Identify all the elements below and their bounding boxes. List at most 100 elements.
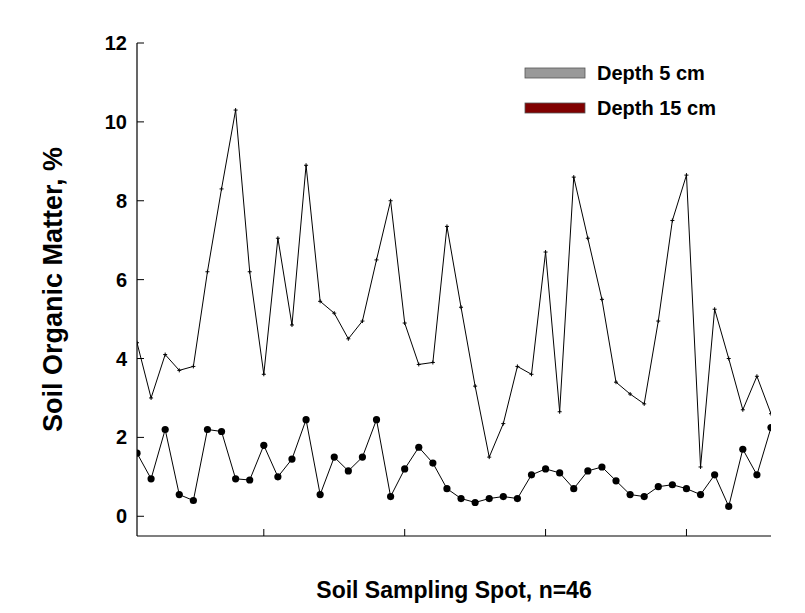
y-tick-label: 2	[116, 426, 127, 448]
series-line	[137, 110, 771, 467]
y-tick-label: 12	[105, 32, 127, 54]
point-circle	[542, 465, 549, 472]
point-circle	[147, 475, 154, 482]
point-circle	[739, 446, 746, 453]
point-circle	[514, 495, 521, 502]
point-circle	[359, 454, 366, 461]
point-circle	[528, 471, 535, 478]
y-tick	[137, 200, 144, 201]
point-circle	[260, 442, 267, 449]
legend-swatch	[525, 68, 585, 78]
point-plus	[501, 422, 505, 426]
point-plus	[572, 175, 576, 179]
point-plus	[163, 353, 167, 357]
point-plus	[149, 396, 153, 400]
y-tick	[137, 279, 144, 280]
point-plus	[741, 408, 745, 412]
y-tick	[137, 43, 144, 44]
point-circle	[137, 450, 141, 457]
point-circle	[190, 497, 197, 504]
point-plus	[220, 187, 224, 191]
point-circle	[331, 454, 338, 461]
point-plus	[699, 465, 703, 469]
point-plus	[403, 321, 407, 325]
point-circle	[274, 473, 281, 480]
chart-svg: 024681012Soil Sampling Spot, n=46Soil Or…	[0, 0, 805, 613]
point-plus	[191, 364, 195, 368]
y-axis-label: Soil Organic Matter, %	[38, 147, 68, 432]
point-circle	[345, 467, 352, 474]
x-tick	[686, 529, 687, 536]
point-plus	[234, 108, 238, 112]
point-plus	[558, 410, 562, 414]
point-plus	[137, 341, 139, 345]
point-plus	[304, 163, 308, 167]
point-plus	[684, 173, 688, 177]
plot-area	[137, 108, 771, 510]
x-axis-label: Soil Sampling Spot, n=46	[316, 577, 591, 603]
chart-container: 024681012Soil Sampling Spot, n=46Soil Or…	[0, 0, 805, 613]
point-circle	[584, 467, 591, 474]
point-plus	[360, 319, 364, 323]
point-circle	[317, 491, 324, 498]
y-tick-label: 6	[116, 269, 127, 291]
point-plus	[713, 307, 717, 311]
point-circle	[387, 493, 394, 500]
point-circle	[725, 503, 732, 510]
point-plus	[276, 236, 280, 240]
y-tick	[137, 437, 144, 438]
point-circle	[457, 495, 464, 502]
point-plus	[445, 224, 449, 228]
point-plus	[628, 392, 632, 396]
point-circle	[711, 471, 718, 478]
point-plus	[529, 372, 533, 376]
point-circle	[655, 483, 662, 490]
point-plus	[332, 311, 336, 315]
point-circle	[302, 416, 309, 423]
point-circle	[162, 426, 169, 433]
point-plus	[318, 299, 322, 303]
point-plus	[614, 380, 618, 384]
point-plus	[346, 337, 350, 341]
y-axis-line	[136, 43, 137, 536]
series-line	[137, 420, 771, 507]
point-circle	[429, 459, 436, 466]
y-tick-label: 10	[105, 111, 127, 133]
point-plus	[417, 362, 421, 366]
point-plus	[177, 368, 181, 372]
point-circle	[570, 485, 577, 492]
point-plus	[727, 357, 731, 361]
y-tick-label: 4	[116, 348, 128, 370]
x-tick	[263, 529, 264, 536]
point-circle	[232, 475, 239, 482]
x-axis-line	[137, 535, 771, 536]
point-circle	[176, 491, 183, 498]
point-plus	[459, 305, 463, 309]
point-circle	[598, 463, 605, 470]
point-circle	[443, 485, 450, 492]
point-plus	[642, 402, 646, 406]
point-circle	[641, 493, 648, 500]
point-circle	[486, 495, 493, 502]
point-plus	[389, 199, 393, 203]
point-circle	[472, 499, 479, 506]
x-tick	[545, 529, 546, 536]
legend-label: Depth 5 cm	[597, 62, 705, 84]
legend: Depth 5 cmDepth 15 cm	[525, 62, 716, 119]
point-plus	[473, 384, 477, 388]
point-circle	[556, 469, 563, 476]
point-circle	[218, 428, 225, 435]
point-plus	[755, 374, 759, 378]
point-plus	[431, 360, 435, 364]
point-circle	[627, 491, 634, 498]
point-circle	[612, 477, 619, 484]
legend-swatch	[525, 103, 585, 113]
point-circle	[246, 476, 253, 483]
point-circle	[669, 481, 676, 488]
point-plus	[656, 319, 660, 323]
point-circle	[415, 444, 422, 451]
point-circle	[204, 426, 211, 433]
point-plus	[375, 258, 379, 262]
point-plus	[515, 364, 519, 368]
y-tick	[137, 121, 144, 122]
